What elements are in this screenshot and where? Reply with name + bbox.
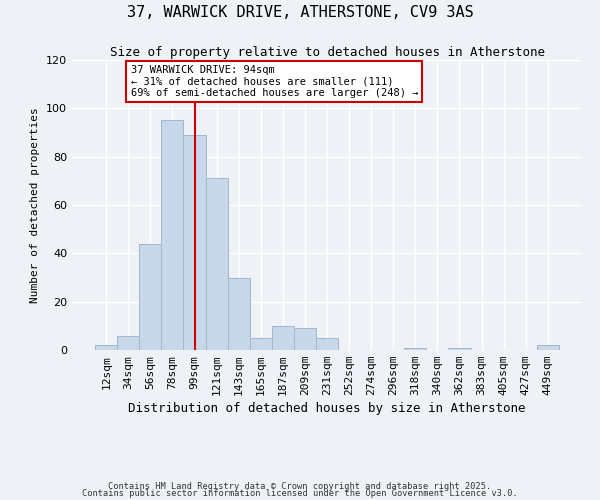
X-axis label: Distribution of detached houses by size in Atherstone: Distribution of detached houses by size … xyxy=(128,402,526,415)
Bar xyxy=(294,328,316,350)
Text: 37 WARWICK DRIVE: 94sqm
← 31% of detached houses are smaller (111)
69% of semi-d: 37 WARWICK DRIVE: 94sqm ← 31% of detache… xyxy=(131,65,418,98)
Bar xyxy=(404,348,427,350)
Bar xyxy=(250,338,272,350)
Bar xyxy=(537,345,559,350)
Y-axis label: Number of detached properties: Number of detached properties xyxy=(31,107,40,303)
Bar xyxy=(316,338,338,350)
Bar xyxy=(272,326,294,350)
Text: Contains public sector information licensed under the Open Government Licence v3: Contains public sector information licen… xyxy=(82,490,518,498)
Bar xyxy=(139,244,161,350)
Bar xyxy=(95,345,117,350)
Bar xyxy=(206,178,227,350)
Bar xyxy=(227,278,250,350)
Bar xyxy=(184,135,206,350)
Bar xyxy=(448,348,470,350)
Bar xyxy=(161,120,184,350)
Title: Size of property relative to detached houses in Atherstone: Size of property relative to detached ho… xyxy=(110,46,545,59)
Text: 37, WARWICK DRIVE, ATHERSTONE, CV9 3AS: 37, WARWICK DRIVE, ATHERSTONE, CV9 3AS xyxy=(127,5,473,20)
Bar xyxy=(117,336,139,350)
Text: Contains HM Land Registry data © Crown copyright and database right 2025.: Contains HM Land Registry data © Crown c… xyxy=(109,482,491,491)
